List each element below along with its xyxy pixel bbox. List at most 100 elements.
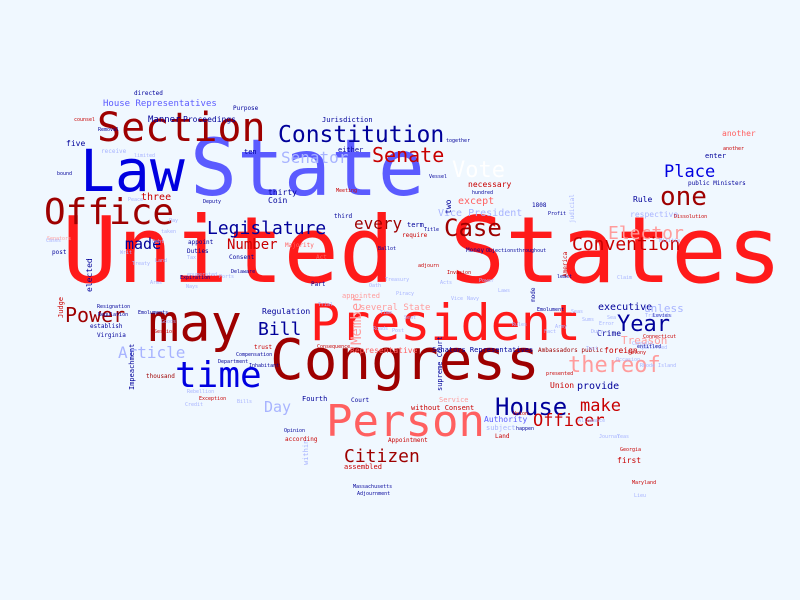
word-land: Land xyxy=(155,258,168,264)
word-laws: Laws xyxy=(498,288,511,294)
word-invasion: Invasion xyxy=(447,270,472,276)
word-error: Error xyxy=(599,321,615,327)
word-acts: Acts xyxy=(440,280,453,286)
word-navy: Navy xyxy=(467,296,480,302)
word-president: President xyxy=(310,294,581,352)
word-article: Article xyxy=(118,343,186,362)
word-emoluments: Emoluments xyxy=(138,310,169,316)
word-officer: Officer xyxy=(533,411,605,431)
word-proceedings: Proceedings xyxy=(183,115,236,124)
word-seat: Seat xyxy=(404,315,417,321)
word-throughout: throughout xyxy=(516,248,547,254)
word-delaware: Delaware xyxy=(231,269,256,275)
word-militia: Militia xyxy=(659,238,681,244)
word-assembled: assembled xyxy=(344,463,382,471)
word-rhode-island: Rhode Island xyxy=(640,363,677,369)
word-levies: Levies xyxy=(653,313,672,319)
word-regulation: Regulation xyxy=(98,312,129,318)
word-virginia: Virginia xyxy=(97,332,126,339)
word-require: require xyxy=(402,232,428,239)
word-exception: Exception xyxy=(199,396,227,402)
word-house-representatives: House Representatives xyxy=(103,99,217,109)
word-counsel: counsel xyxy=(74,117,96,123)
word-allowance: Allowance xyxy=(578,418,606,424)
word-union: Union xyxy=(513,411,529,417)
word-one: one xyxy=(660,182,707,212)
word-felony: Felony xyxy=(628,350,647,356)
word-credit: Credit xyxy=(185,402,204,408)
word-department: Department xyxy=(218,359,249,365)
word-cases: Cases xyxy=(46,238,62,244)
word-time: time xyxy=(175,355,262,396)
word-thirty: thirty xyxy=(268,188,297,197)
word-judge: Judge xyxy=(57,296,65,318)
word-ten: ten xyxy=(244,148,257,156)
word-tribunals: Tribunals xyxy=(645,313,673,319)
word-authority: Authority xyxy=(484,415,528,424)
word-rules: Rules xyxy=(512,322,528,328)
word-elected: elected xyxy=(85,257,94,292)
word-emolument: Emolument xyxy=(537,307,565,313)
word-time: Time xyxy=(380,310,393,316)
word-third: third xyxy=(334,213,353,220)
word-made: made xyxy=(125,235,162,253)
word-lieu: Lieu xyxy=(634,493,647,499)
word-senate: Senate xyxy=(372,143,445,167)
word-enter: enter xyxy=(705,152,727,160)
word-massachusetts: Massachusetts xyxy=(353,484,393,490)
word-arms: Arms xyxy=(150,280,163,286)
word-duties: Duties xyxy=(187,248,209,255)
word-entitled: entitled xyxy=(637,344,662,350)
word-land: Land xyxy=(495,433,510,440)
word-court: Court xyxy=(351,397,370,404)
word-bound: bound xyxy=(57,171,73,177)
word-place: Place xyxy=(664,162,716,182)
word-state: State xyxy=(190,124,425,214)
word-roads: Roads xyxy=(373,326,389,332)
word-manner: Manner xyxy=(148,115,181,125)
word-another: another xyxy=(722,129,756,138)
word-taken: taken xyxy=(161,229,177,235)
word-bills: Bills xyxy=(237,399,253,405)
word-united-states: United States xyxy=(62,197,783,304)
word-consuls: Consuls xyxy=(632,341,654,347)
word-dissolution: Dissolution xyxy=(674,214,708,220)
word-appoint: appoint xyxy=(188,239,214,246)
word-law: Law xyxy=(80,137,185,205)
word-thousand: thousand xyxy=(146,373,175,380)
word-either: either xyxy=(338,146,364,154)
word-session: Session xyxy=(154,329,176,335)
word-duty: Duty xyxy=(591,329,604,335)
word-senators-representatives: Senators Representatives xyxy=(432,346,534,354)
word-convention: Convention xyxy=(572,234,681,255)
word-public-ministers: public Ministers xyxy=(688,180,746,187)
word-oath: Oath xyxy=(369,283,382,289)
word-removal: Removal xyxy=(98,127,120,133)
word-maryland: Maryland xyxy=(632,480,657,486)
word-impeachment: Impeachment xyxy=(128,343,136,391)
word-adjourn: adjourn xyxy=(418,263,440,269)
word-trial: Trial xyxy=(318,302,334,308)
word-necessary: necessary xyxy=(468,180,512,189)
word-objections: Objections xyxy=(486,248,517,254)
word-goods: Goods xyxy=(161,319,177,325)
word-regulation: Regulation xyxy=(262,307,311,316)
word-presented: presented xyxy=(546,371,574,377)
word-post: post xyxy=(52,249,67,256)
word-yeas: Yeas xyxy=(617,434,630,440)
word-jurisdiction: Jurisdiction xyxy=(322,116,373,124)
word-subject: subject xyxy=(486,424,516,432)
word-section: Section xyxy=(97,105,266,151)
word-test: Test xyxy=(586,346,599,352)
word-power: Power xyxy=(479,278,495,284)
word-day: Day xyxy=(264,398,292,416)
word-consent: Consent xyxy=(229,254,255,261)
word-crime: Crime xyxy=(597,329,622,338)
word-three: three xyxy=(141,192,172,203)
word-part: Part xyxy=(311,281,326,288)
word-supreme-court: supreme Court xyxy=(436,335,444,391)
word-several-state: several State xyxy=(360,303,431,313)
word-rule: Rule xyxy=(633,195,653,204)
word-unless: unless xyxy=(644,302,684,315)
word-executive: executive xyxy=(598,302,653,313)
